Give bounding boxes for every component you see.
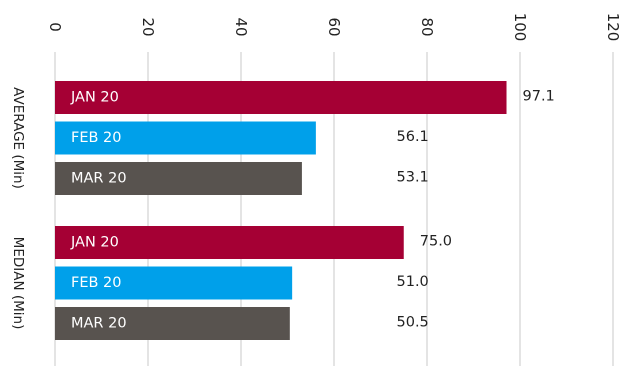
x-tick-label: 0	[46, 22, 64, 32]
group-labels: AVERAGE (Min) MEDIAN (Min)	[10, 87, 26, 329]
bars: JAN 20 97.1 FEB 20 56.1 MAR 20 53.1 JAN 20 75.0…	[55, 81, 555, 340]
data-label: 53.1	[397, 170, 429, 186]
bar	[55, 307, 290, 340]
x-tick-label: 120	[604, 13, 619, 42]
bar-label: FEB 20	[71, 130, 122, 146]
data-label: 97.1	[523, 89, 555, 105]
x-axis-ticks: 0 20 40 60 80 100 120	[46, 13, 619, 42]
group-label: MEDIAN (Min)	[10, 237, 26, 330]
bar-label: FEB 20	[71, 275, 122, 291]
bar-label: JAN 20	[70, 90, 119, 106]
bar	[55, 266, 293, 300]
bar	[55, 226, 404, 259]
x-tick-label: 80	[418, 17, 436, 36]
x-tick-label: 40	[232, 17, 250, 36]
x-tick-label: 60	[325, 17, 343, 36]
bar	[55, 81, 507, 114]
group-label: AVERAGE (Min)	[10, 87, 26, 189]
bar	[55, 121, 316, 155]
data-label: 51.0	[397, 274, 429, 290]
bar-label: MAR 20	[71, 316, 127, 332]
bar	[55, 162, 302, 195]
data-label: 50.5	[397, 315, 429, 331]
data-label: 75.0	[420, 234, 452, 250]
bar-label: MAR 20	[71, 171, 127, 187]
x-tick-label: 100	[511, 13, 529, 42]
x-tick-label: 20	[139, 17, 157, 36]
data-label: 56.1	[397, 129, 429, 145]
bar-label: JAN 20	[70, 235, 119, 251]
